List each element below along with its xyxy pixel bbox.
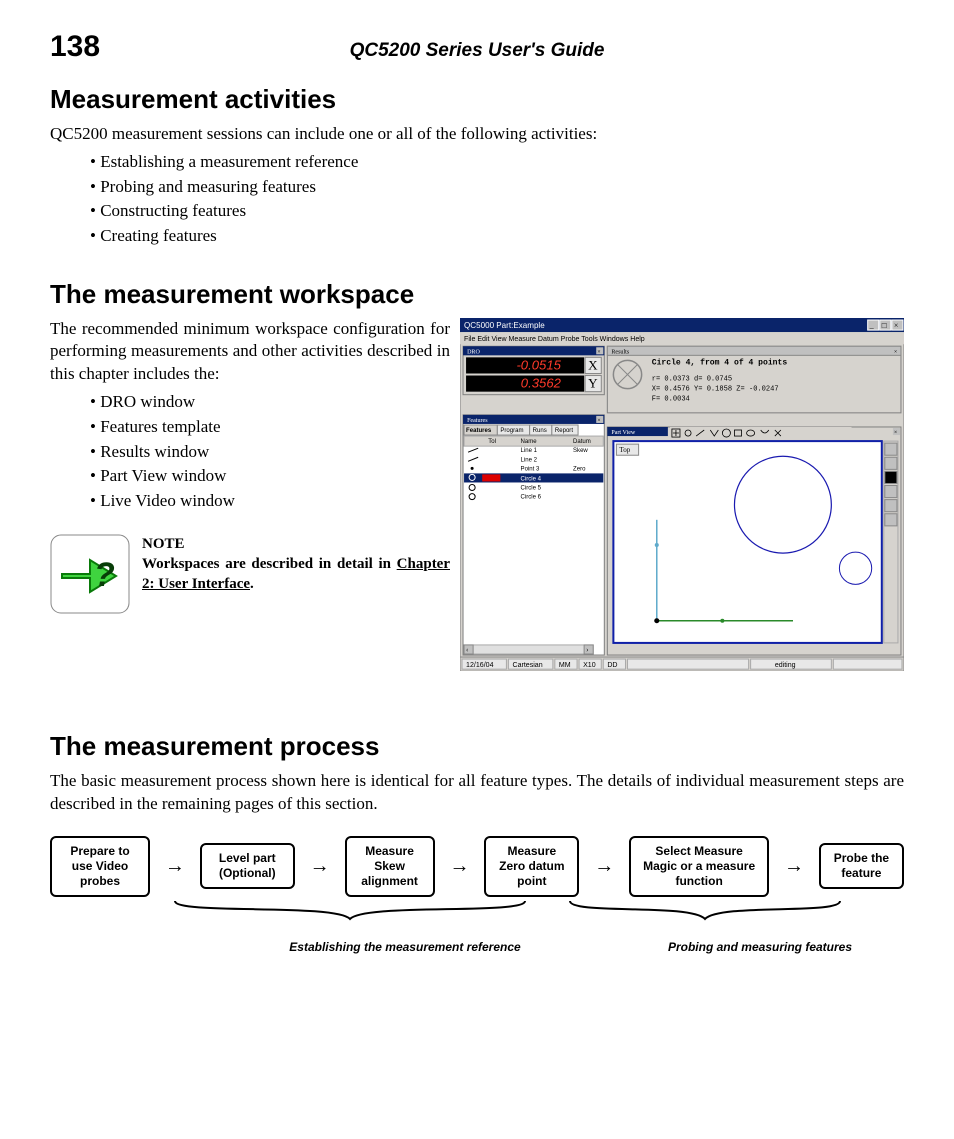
svg-text:›: › <box>586 645 588 653</box>
svg-text:Name: Name <box>521 439 538 445</box>
list-item: Probing and measuring features <box>90 175 904 200</box>
intro-workspace: The recommended minimum workspace config… <box>50 318 450 387</box>
arrow-icon: → <box>447 855 471 878</box>
svg-text:MM: MM <box>559 662 571 669</box>
svg-text:Y: Y <box>588 375 598 390</box>
svg-text:‹: ‹ <box>466 645 468 653</box>
svg-text:Circle 5: Circle 5 <box>521 485 542 491</box>
svg-text:Top: Top <box>619 446 630 454</box>
svg-text:Results: Results <box>611 349 629 355</box>
process-flowchart: Prepare touse Videoprobes → Level part(O… <box>50 836 904 954</box>
svg-text:Skew: Skew <box>573 448 588 454</box>
flow-box-skew: MeasureSkewalignment <box>345 836 435 897</box>
flow-box-datum: MeasureZero datumpoint <box>484 836 579 897</box>
note-text: NOTE Workspaces are described in detail … <box>142 534 450 595</box>
svg-text:12/16/04: 12/16/04 <box>466 662 494 669</box>
svg-text:Features: Features <box>467 417 488 423</box>
svg-text:editing: editing <box>775 662 796 669</box>
menubar[interactable]: File Edit View Measure Datum Probe Tools… <box>464 336 645 343</box>
results-row: r= 0.0373 d= 0.0745 <box>652 375 732 383</box>
svg-text:×: × <box>894 349 897 355</box>
intro-activities: QC5200 measurement sessions can include … <box>50 123 904 146</box>
arrow-icon: → <box>592 855 616 878</box>
svg-text:□: □ <box>882 321 887 330</box>
note-body-prefix: Workspaces are described in detail in <box>142 556 397 572</box>
svg-text:X10: X10 <box>583 662 596 669</box>
svg-text:Line 2: Line 2 <box>521 457 538 463</box>
list-item: Part View window <box>90 464 450 489</box>
activities-list: Establishing a measurement reference Pro… <box>50 150 904 249</box>
arrow-icon: → <box>308 855 332 878</box>
results-row: F= 0.0034 <box>652 395 690 403</box>
svg-text:Part View: Part View <box>611 430 636 436</box>
list-item: Establishing a measurement reference <box>90 150 904 175</box>
caption-probing: Probing and measuring features <box>630 940 890 954</box>
flow-box-probe: Probe thefeature <box>819 843 904 889</box>
heading-measurement-workspace: The measurement workspace <box>50 279 904 310</box>
list-item: DRO window <box>90 390 450 415</box>
arrow-icon: → <box>163 855 187 878</box>
results-row: X= 0.4576 Y= 0.1858 Z= -0.0247 <box>652 385 779 393</box>
caption-establishing: Establishing the measurement reference <box>210 940 600 954</box>
heading-measurement-process: The measurement process <box>50 731 904 762</box>
workspace-list: DRO window Features template Results win… <box>50 390 450 513</box>
heading-measurement-activities: Measurement activities <box>50 84 904 115</box>
note-label: NOTE <box>142 536 185 552</box>
svg-text:?: ? <box>94 556 115 594</box>
braces <box>50 897 904 935</box>
svg-text:Cartesian: Cartesian <box>512 662 542 669</box>
results-title: Circle 4, from 4 of 4 points <box>652 358 788 367</box>
flow-box-select: Select MeasureMagic or a measurefunction <box>629 836 769 897</box>
list-item: Live Video window <box>90 489 450 514</box>
svg-text:Runs: Runs <box>533 428 547 434</box>
svg-text:Report: Report <box>555 428 573 434</box>
svg-text:Program: Program <box>500 428 523 434</box>
list-item: Constructing features <box>90 199 904 224</box>
svg-text:×: × <box>597 349 600 355</box>
svg-text:×: × <box>894 430 897 436</box>
intro-process: The basic measurement process shown here… <box>50 770 904 816</box>
flow-box-level: Level part(Optional) <box>200 843 295 889</box>
note-body-suffix: . <box>250 576 254 592</box>
list-item: Results window <box>90 440 450 465</box>
page-number: 138 <box>50 30 130 64</box>
header-title: QC5200 Series User's Guide <box>130 40 904 62</box>
note-icon: ? <box>50 534 130 614</box>
svg-text:Circle 6: Circle 6 <box>521 494 542 500</box>
svg-text:Features: Features <box>466 428 492 434</box>
arrow-icon: → <box>782 855 806 878</box>
dro-x-value: -0.0515 <box>516 357 561 372</box>
svg-text:Datum: Datum <box>573 439 591 445</box>
svg-text:×: × <box>597 417 600 423</box>
svg-text:Line 1: Line 1 <box>521 448 538 454</box>
flow-box-prepare: Prepare touse Videoprobes <box>50 836 150 897</box>
svg-text:X: X <box>588 357 598 372</box>
svg-text:Point 3: Point 3 <box>521 466 540 472</box>
svg-text:DD: DD <box>607 662 617 669</box>
svg-text:Tol: Tol <box>488 439 496 445</box>
svg-text:×: × <box>894 321 899 330</box>
workspace-screenshot: QC5000 Part:Example _ □ × File Edit View… <box>460 318 904 671</box>
window-title: QC5000 Part:Example <box>464 321 545 330</box>
svg-text:Zero: Zero <box>573 466 586 472</box>
note-block: ? NOTE Workspaces are described in detai… <box>50 534 450 614</box>
svg-text:Circle 4: Circle 4 <box>521 476 542 482</box>
svg-text:DRO: DRO <box>467 349 480 355</box>
list-item: Features template <box>90 415 450 440</box>
list-item: Creating features <box>90 224 904 249</box>
dro-y-value: 0.3562 <box>521 375 562 390</box>
